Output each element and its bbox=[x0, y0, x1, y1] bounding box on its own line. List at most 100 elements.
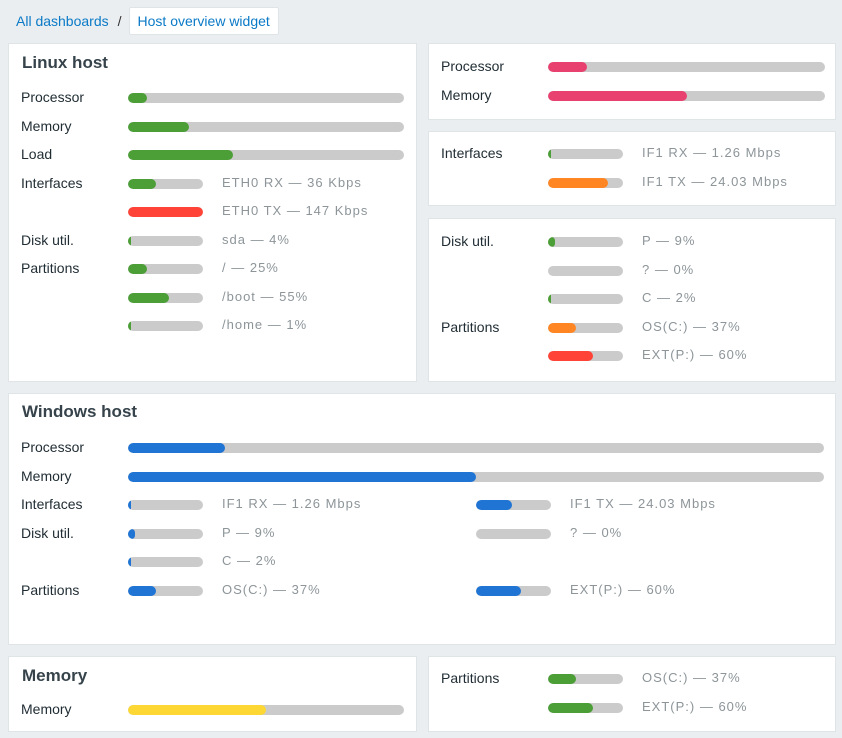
progress-bar bbox=[548, 265, 623, 276]
metric-value: EXT(P:) — 60% bbox=[642, 347, 748, 362]
progress-fill bbox=[128, 207, 203, 217]
progress-bar bbox=[548, 149, 623, 159]
metric-row: Interfaces ETH0 RX — 36 Kbps bbox=[9, 170, 416, 199]
metric-list: Partitions OS(C:) — 37% EXT(P:) — 60% bbox=[429, 665, 835, 722]
metric-row: EXT(P:) — 60% bbox=[429, 342, 835, 371]
metric-row: Interfaces IF1 RX — 1.26 Mbps IF1 TX — 24.… bbox=[9, 491, 835, 520]
progress-bar bbox=[128, 121, 404, 132]
progress-bar bbox=[128, 557, 203, 567]
metric-value: /boot — 55% bbox=[222, 288, 309, 304]
metric-label: Processor bbox=[21, 439, 85, 455]
metric-value: C — 2% bbox=[222, 553, 277, 568]
progress-fill bbox=[548, 322, 576, 333]
breadcrumb-current[interactable]: Host overview widget bbox=[128, 7, 279, 35]
metric-label: Interfaces bbox=[21, 496, 83, 512]
progress-bar bbox=[128, 292, 203, 303]
widget-title: Linux host bbox=[22, 53, 108, 72]
metric-label: Memory bbox=[21, 467, 72, 484]
progress-bar bbox=[548, 237, 623, 247]
progress-fill bbox=[128, 500, 131, 510]
metric-value: ? — 0% bbox=[570, 524, 623, 540]
metric-value: EXT(P:) — 60% bbox=[642, 698, 748, 714]
metric-row: Interfaces IF1 RX — 1.26 Mbps bbox=[429, 140, 835, 169]
metric-row: Partitions / — 25% bbox=[9, 255, 416, 284]
metric-label: Partitions bbox=[441, 670, 500, 686]
metric-row: ? — 0% bbox=[429, 257, 835, 286]
metric-value: IF1 TX — 24.03 Mbps bbox=[570, 496, 716, 511]
progress-bar bbox=[548, 351, 623, 361]
metric-label: Partitions bbox=[21, 260, 80, 276]
metric-value: IF1 RX — 1.26 Mbps bbox=[222, 496, 362, 511]
metric-row: ETH0 TX — 147 Kbps bbox=[9, 198, 416, 227]
progress-bar bbox=[128, 264, 203, 274]
metric-label: Load bbox=[21, 146, 53, 162]
breadcrumb-all-dashboards[interactable]: All dashboards bbox=[16, 13, 109, 29]
metric-row: Memory bbox=[9, 696, 416, 725]
progress-fill bbox=[548, 294, 551, 304]
progress-bar bbox=[128, 585, 203, 596]
progress-fill bbox=[128, 321, 131, 331]
progress-bar bbox=[128, 471, 824, 482]
metric-list: Disk util. P — 9% ? — 0% C — 2% Partitions OS… bbox=[429, 228, 835, 371]
metric-row: /home — 1% bbox=[9, 312, 416, 341]
metric-value: ETH0 TX — 147 Kbps bbox=[222, 203, 369, 218]
progress-fill bbox=[128, 235, 131, 246]
progress-fill bbox=[548, 351, 593, 361]
progress-fill bbox=[128, 705, 266, 715]
progress-bar bbox=[128, 443, 824, 453]
progress-fill bbox=[548, 149, 551, 159]
progress-fill bbox=[128, 264, 147, 274]
progress-bar bbox=[476, 585, 551, 596]
metric-list: Memory bbox=[9, 696, 416, 725]
metric-label: Memory bbox=[21, 701, 72, 717]
progress-fill bbox=[548, 177, 608, 188]
progress-fill bbox=[128, 443, 226, 453]
widget-disks: Disk util. P — 9% ? — 0% C — 2% Partitions OS… bbox=[428, 218, 836, 382]
progress-fill bbox=[548, 90, 687, 101]
widget-memory: Memory Memory bbox=[8, 656, 417, 732]
metric-label: Disk util. bbox=[21, 524, 74, 541]
progress-bar bbox=[548, 90, 825, 101]
progress-fill bbox=[128, 528, 135, 539]
metric-value: OS(C:) — 37% bbox=[642, 670, 741, 685]
widget-windows: Windows host Processor Memory Interfaces IF1… bbox=[8, 393, 836, 645]
metric-value: IF1 TX — 24.03 Mbps bbox=[642, 173, 788, 189]
breadcrumb-separator: / bbox=[117, 13, 122, 29]
widget-cpu-mem: Processor Memory bbox=[428, 43, 836, 120]
progress-bar bbox=[128, 321, 203, 331]
metric-row: Partitions OS(C:) — 37% EXT(P:) — 60% bbox=[9, 577, 835, 606]
metric-value: / — 25% bbox=[222, 260, 279, 275]
progress-bar bbox=[548, 294, 623, 304]
metric-value: OS(C:) — 37% bbox=[222, 581, 321, 597]
metric-label: Processor bbox=[21, 89, 85, 105]
metric-list: Processor Memory Load Interfaces ETH0 RX — 3… bbox=[9, 84, 416, 341]
progress-fill bbox=[128, 121, 189, 132]
progress-bar bbox=[128, 93, 404, 103]
progress-fill bbox=[476, 500, 512, 510]
metric-row: Processor bbox=[429, 53, 835, 82]
progress-fill bbox=[128, 557, 131, 567]
metric-row: Processor bbox=[9, 434, 835, 463]
metric-row: Memory bbox=[429, 82, 835, 111]
widget-partitions: Partitions OS(C:) — 37% EXT(P:) — 60% bbox=[428, 656, 836, 732]
progress-fill bbox=[128, 292, 170, 303]
metric-row: C — 2% bbox=[9, 548, 835, 577]
progress-bar bbox=[476, 528, 551, 539]
metric-row: Disk util. P — 9% ? — 0% bbox=[9, 520, 835, 549]
metric-label: Processor bbox=[441, 58, 505, 74]
metric-label: Disk util. bbox=[441, 233, 494, 249]
metric-row: Partitions OS(C:) — 37% bbox=[429, 314, 835, 343]
progress-bar bbox=[548, 62, 825, 72]
progress-bar bbox=[548, 177, 623, 188]
progress-bar bbox=[548, 702, 623, 713]
metric-value: OS(C:) — 37% bbox=[642, 318, 741, 334]
progress-bar bbox=[128, 705, 404, 715]
progress-bar bbox=[128, 207, 203, 217]
progress-fill bbox=[128, 471, 476, 482]
progress-bar bbox=[548, 322, 623, 333]
metric-value: /home — 1% bbox=[222, 317, 308, 332]
metric-label: Memory bbox=[441, 86, 492, 103]
metric-row: /boot — 55% bbox=[9, 284, 416, 313]
metric-label: Partitions bbox=[21, 581, 80, 598]
progress-fill bbox=[476, 585, 521, 596]
